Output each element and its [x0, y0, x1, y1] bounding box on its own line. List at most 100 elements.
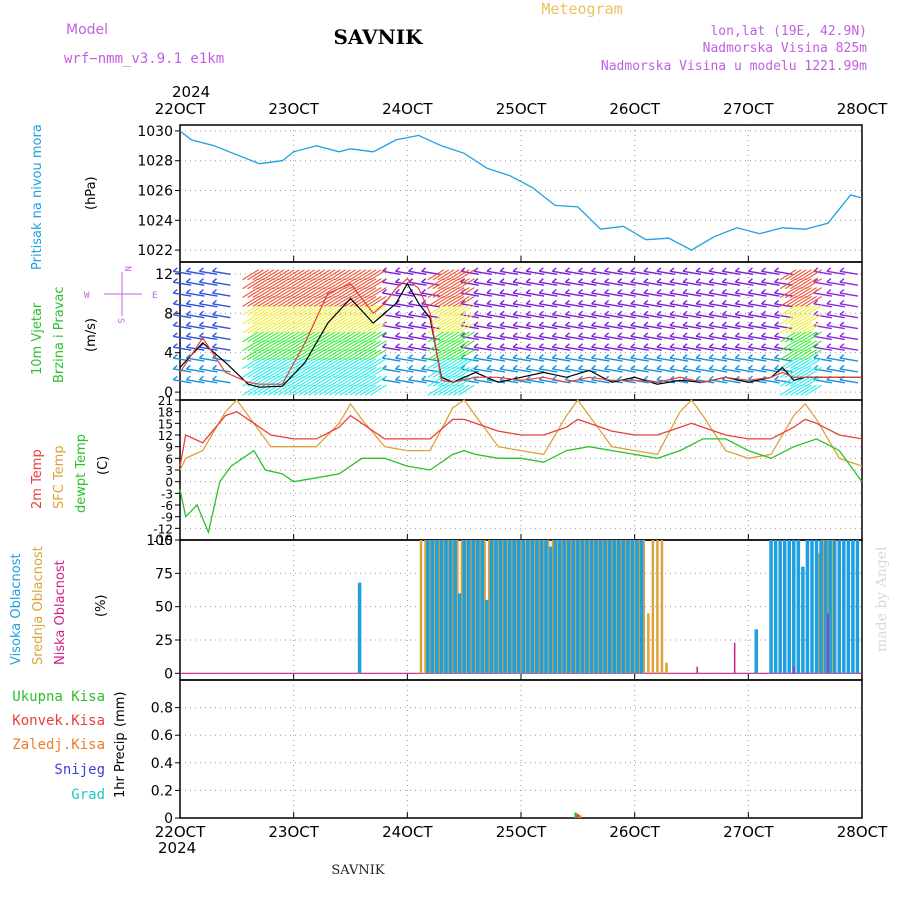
wind-barb	[643, 267, 649, 272]
wind-barb	[578, 278, 583, 283]
wind-barb-strong	[277, 349, 295, 361]
cloud-bar	[842, 540, 846, 674]
wind-barb	[669, 346, 689, 351]
wind-barb	[709, 368, 728, 373]
wind-label-2: Brzina i Pravac	[52, 286, 67, 383]
wind-barb-strong	[242, 287, 259, 299]
cloud-bar	[433, 540, 436, 674]
wind-barb	[656, 357, 676, 362]
wind-barb	[617, 299, 623, 305]
wind-barb	[682, 303, 702, 308]
y-tick-label: 0.4	[151, 756, 173, 772]
cloud-bar	[754, 629, 759, 674]
wind-barb	[395, 346, 414, 351]
wind-barb-strong	[262, 269, 280, 281]
wind-barb	[421, 303, 440, 308]
wind-barb-strong	[324, 331, 341, 343]
wind-barb	[696, 292, 715, 297]
wind-barb	[513, 292, 532, 297]
cloud-bar	[485, 600, 489, 674]
wind-barb-strong	[257, 349, 275, 361]
wind-barb	[682, 267, 688, 272]
wind-barb	[734, 278, 740, 283]
wind-barb-strong	[779, 304, 797, 316]
wind-barb	[747, 364, 753, 370]
cloud-bar	[565, 540, 568, 674]
wind-barb	[198, 332, 204, 337]
wind-barb	[630, 357, 649, 362]
wind-barb	[539, 292, 558, 297]
cloud-bar	[626, 540, 630, 674]
wind-barb	[734, 343, 740, 348]
wind-barb	[408, 303, 427, 308]
wind-barb-strong	[805, 366, 822, 378]
cloud-bar	[469, 540, 473, 674]
wind-barb-strong	[427, 269, 445, 281]
wind-barb-strong	[247, 304, 264, 316]
wind-barb-strong	[334, 384, 351, 396]
wind-barb	[630, 332, 636, 337]
wind-barb-strong	[283, 313, 300, 325]
wind-barb-strong	[242, 269, 259, 281]
wind-barb-strong	[298, 304, 316, 316]
wind-barb-strong	[795, 358, 812, 369]
wind-barb	[708, 310, 714, 316]
wind-barb	[513, 303, 532, 308]
wind-barb	[643, 364, 649, 370]
x-tick-label-top: 22OCT	[155, 100, 206, 118]
wind-barb-strong	[349, 358, 367, 369]
wind-barb	[813, 368, 832, 373]
cloud-bar	[637, 540, 641, 674]
wind-barb-strong	[437, 331, 455, 343]
wind-barb-strong	[432, 375, 450, 387]
wind-barb-strong	[257, 322, 275, 334]
wind-barb-strong	[247, 366, 264, 378]
wind-barb	[486, 357, 506, 362]
wind-barb	[604, 321, 610, 327]
wind-barb	[630, 335, 649, 341]
wind-barb	[643, 278, 649, 283]
wind-barb	[513, 346, 532, 351]
wind-barb	[578, 357, 597, 362]
wind-barb	[499, 324, 519, 330]
y-tick-label: 9	[165, 441, 173, 455]
wind-barb	[578, 267, 583, 272]
cloud-bar	[580, 540, 585, 674]
cloud-bar	[510, 540, 514, 674]
wind-barb	[669, 335, 689, 341]
wind-barb	[513, 324, 532, 330]
wind-barb	[630, 299, 636, 305]
wind-barb-strong	[442, 269, 460, 281]
wind-barb-strong	[257, 269, 275, 281]
wind-barb-strong	[344, 349, 362, 361]
wind-barb-strong	[442, 287, 460, 299]
wind-barb-strong	[790, 349, 807, 361]
wind-barb-strong	[272, 340, 290, 352]
product-label: Meteogram	[541, 0, 622, 18]
wind-barb-strong	[339, 366, 356, 378]
wind-barb	[839, 357, 859, 362]
x-tick-label-bottom: 23OCT	[268, 823, 319, 841]
wind-barb	[538, 343, 544, 348]
wind-barb	[722, 270, 741, 276]
x-tick-label-top: 26OCT	[609, 100, 660, 118]
cloud-bar	[585, 540, 589, 674]
wind-barb-strong	[800, 287, 817, 299]
wind-barb-strong	[370, 295, 387, 307]
cloud-bar	[519, 540, 523, 674]
wind-barb	[721, 332, 727, 337]
wind-barb-strong	[293, 313, 310, 325]
wind-barb	[721, 321, 727, 327]
wind-barb	[212, 278, 217, 283]
wind-barb	[408, 332, 414, 337]
wind-barb	[774, 303, 793, 308]
wind-barb	[839, 303, 859, 308]
wind-barb	[774, 324, 793, 330]
wind-barb	[564, 332, 570, 337]
wind-barb-strong	[437, 278, 455, 290]
wind-barb-strong	[432, 269, 450, 281]
wind-barb	[708, 354, 714, 359]
wind-barb	[813, 379, 832, 384]
wind-barb-strong	[453, 278, 470, 290]
wind-barb	[198, 299, 204, 305]
